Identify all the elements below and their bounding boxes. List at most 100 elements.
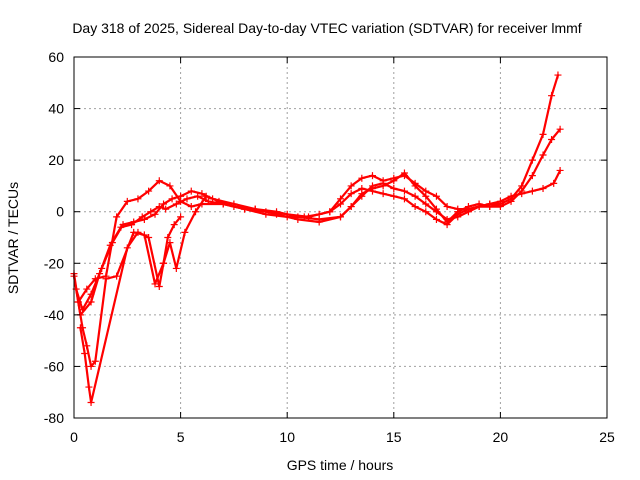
data-point [119,221,127,229]
x-tick-label: 5 [177,429,185,445]
data-point [151,280,159,288]
data-point [528,172,536,180]
data-point [432,215,440,223]
data-point [422,192,430,200]
data-point [76,324,84,332]
data-point [518,190,526,198]
x-tick-label: 15 [386,429,402,445]
data-point [379,190,387,198]
data-point [347,190,355,198]
data-point [554,71,562,79]
data-point [123,244,131,252]
chart-title: Day 318 of 2025, Sidereal Day-to-day VTE… [72,20,581,36]
data-point [539,185,547,193]
data-point [443,218,451,226]
data-point [548,92,556,100]
data-point [305,213,313,221]
data-point [194,192,202,200]
data-point [162,205,170,213]
data-point [550,179,558,187]
data-point [507,192,515,200]
data-point [134,228,142,236]
data-point [74,298,82,306]
data-point [187,203,195,211]
data-point [102,275,110,283]
data-point [358,174,366,182]
data-point [145,234,153,241]
data-point [454,208,462,216]
data-point [215,197,223,205]
data-point [432,205,440,213]
data-point [202,192,210,200]
data-point [91,357,99,365]
data-point [192,208,200,216]
x-tick-label: 25 [599,429,615,445]
data-point [166,182,174,190]
data-point [400,187,408,195]
data-point [273,210,281,218]
data-point [390,177,398,185]
data-point [379,182,387,190]
data-point [140,215,148,223]
data-point [496,200,504,208]
data-point [251,205,259,213]
data-point [390,185,398,193]
data-point [539,130,547,138]
data-point [130,218,138,226]
data-point [400,169,408,177]
data-point [486,203,494,211]
ticks [73,56,608,419]
grid [74,57,607,418]
data-point [87,362,95,370]
data-point [422,208,430,216]
data-point [187,187,195,195]
data-point [134,195,142,203]
data-point [151,210,159,218]
data-point [548,136,556,144]
data-point [155,177,163,185]
data-point [85,383,93,391]
data-point [98,264,106,272]
data-point [368,172,376,180]
data-point [177,213,185,221]
data-point [400,195,408,203]
y-tick-label: -60 [44,358,64,374]
data-point [411,192,419,200]
data-point [358,190,366,198]
data-point [539,151,547,159]
data-point [230,203,238,211]
y-tick-label: 60 [48,49,64,65]
x-tick-labels: 0 5 10 15 20 25 [70,429,615,445]
data-point [87,290,95,298]
data-point [556,166,564,174]
plot-frame [73,56,608,419]
x-tick-label: 10 [279,429,295,445]
data-point [177,197,185,205]
data-point [337,195,344,203]
data-point [172,264,180,272]
data-point [337,213,344,221]
data-point [83,285,91,293]
data-point [315,218,323,226]
data-point [528,187,536,195]
y-tick-label: -20 [44,255,64,271]
data-point [347,203,355,211]
y-tick-label: 20 [48,152,64,168]
data-point [160,200,168,208]
data-point [113,272,121,280]
data-point [390,192,398,200]
data-point [145,187,153,195]
data-point [475,200,483,208]
data-point [87,298,95,306]
data-point [172,200,180,208]
y-tick-label: 40 [48,101,64,117]
data-point [81,350,89,358]
x-tick-label: 0 [70,429,78,445]
data-point [411,203,419,211]
x-axis-label: GPS time / hours [287,457,394,473]
series-layer [70,71,564,407]
data-point [294,215,302,223]
y-tick-labels: -80 -60 -40 -20 0 20 40 60 [44,49,64,426]
data-point [198,190,206,198]
